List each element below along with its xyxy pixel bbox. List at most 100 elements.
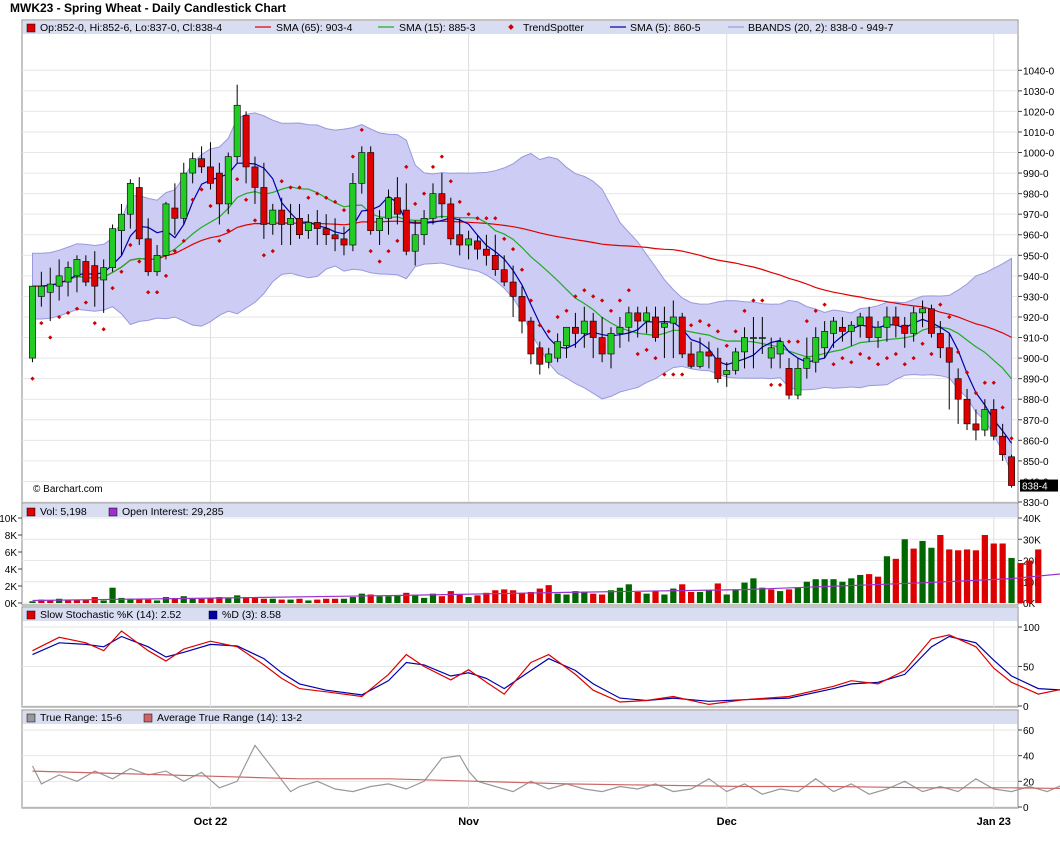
candle-body xyxy=(856,316,864,326)
volume-bar xyxy=(919,540,926,603)
price-tick-label: 910-0 xyxy=(1023,334,1049,345)
trendspotter-dot xyxy=(235,177,240,182)
volume-bar xyxy=(198,598,205,603)
legend-sma15: SMA (15): 885-3 xyxy=(399,22,476,34)
volume-bar xyxy=(305,600,312,603)
tr-tick-label: 60 xyxy=(1023,726,1035,737)
candle-body xyxy=(482,248,490,256)
panel-header-tr xyxy=(23,711,1017,724)
trendspotter-dot xyxy=(101,327,106,332)
volume-bar xyxy=(100,600,107,603)
price-tick-label: 1000-0 xyxy=(1023,149,1055,160)
candle-body xyxy=(411,234,419,252)
candle-body xyxy=(616,326,624,334)
price-tick-label: 860-0 xyxy=(1023,436,1049,447)
volume-bar xyxy=(732,589,739,603)
volume-bar xyxy=(376,596,383,603)
volume-bar xyxy=(830,579,837,603)
trendspotter-dot xyxy=(947,314,952,320)
candle-body xyxy=(109,228,116,268)
trendspotter-dot xyxy=(688,323,694,328)
trendspotter-dot xyxy=(39,320,44,326)
stoch-k-line xyxy=(32,630,1060,706)
volume-bar xyxy=(331,598,339,603)
candle-body xyxy=(278,209,286,225)
volume-bar xyxy=(118,597,125,603)
legend-ohlc: Op:852-0, Hi:852-6, Lo:837-0, Cl:838-4 xyxy=(40,22,222,34)
trendspotter-dot xyxy=(270,249,275,254)
trendspotter-dot xyxy=(742,308,747,313)
volume-bar xyxy=(38,599,45,603)
trendspotter-dot xyxy=(955,349,961,355)
vol-left-tick-label: 4K xyxy=(5,565,18,576)
candle-body xyxy=(643,312,651,322)
candle-body xyxy=(171,207,179,219)
volume-bar xyxy=(340,598,348,603)
volume-bar xyxy=(429,593,437,603)
candle-body xyxy=(892,316,900,326)
volume-bar xyxy=(153,600,161,603)
volume-bar xyxy=(803,581,810,603)
price-tick-label: 930-0 xyxy=(1023,292,1049,303)
candle-body xyxy=(776,341,784,355)
candle-body xyxy=(883,316,891,328)
volume-bar xyxy=(910,548,917,603)
candle-body xyxy=(491,255,499,270)
candle-body xyxy=(287,217,294,225)
last-price-box xyxy=(1020,479,1058,492)
trendspotter-dot xyxy=(893,351,898,357)
volume-bar xyxy=(990,543,997,603)
trendspotter-dot xyxy=(190,197,195,202)
trendspotter-dot xyxy=(546,329,551,334)
trendspotter-dot xyxy=(65,310,71,315)
candle-body xyxy=(126,183,134,215)
volume-bar xyxy=(883,556,891,603)
vol-left-tick-label: 0K xyxy=(5,599,18,610)
candle-body xyxy=(750,337,757,339)
candle-body xyxy=(598,337,606,355)
volume-bar xyxy=(937,535,944,603)
legend-sma5: SMA (5): 860-5 xyxy=(630,22,701,34)
candle-body xyxy=(785,368,793,396)
trendspotter-dot xyxy=(751,298,756,303)
candle-body xyxy=(1008,456,1015,486)
volume-bar xyxy=(509,590,517,603)
volume-bar xyxy=(251,597,259,603)
candle-body xyxy=(634,312,642,322)
candle-body xyxy=(545,353,553,363)
legend-true-range: True Range: 15-6 xyxy=(40,712,122,724)
trendspotter-dot xyxy=(430,164,436,170)
chart-title: MWK23 - Spring Wheat - Daily Candlestick… xyxy=(10,1,287,15)
volume-bar xyxy=(145,599,152,603)
candle-body xyxy=(29,285,36,359)
volume-bar xyxy=(56,598,63,603)
price-tick-label: 960-0 xyxy=(1023,231,1049,242)
volume-bar xyxy=(946,549,953,603)
candle-body xyxy=(509,281,517,297)
candle-body xyxy=(438,193,446,205)
volume-bar xyxy=(234,595,241,603)
candle-body xyxy=(972,423,980,431)
volume-bar xyxy=(981,535,988,603)
candle-body xyxy=(812,337,820,363)
candle-body xyxy=(527,320,535,355)
volume-bar xyxy=(412,595,419,603)
candle-body xyxy=(945,347,953,363)
volume-bar xyxy=(349,597,356,603)
trendspotter-dot xyxy=(341,207,347,213)
volume-bar xyxy=(278,599,285,603)
x-axis-label: Nov xyxy=(458,816,480,828)
candle-body xyxy=(794,368,802,396)
candle-body xyxy=(242,115,250,168)
candle-body xyxy=(233,104,241,157)
legend-bbands: BBANDS (20, 2): 838-0 - 949-7 xyxy=(748,22,893,34)
volume-bar xyxy=(696,591,704,603)
trendspotter-dot xyxy=(368,249,373,254)
candle-body xyxy=(207,166,214,184)
legend-atr-swatch xyxy=(143,713,153,723)
trendspotter-dot xyxy=(911,356,916,361)
candle-body xyxy=(652,316,659,338)
volume-bar xyxy=(794,587,802,603)
